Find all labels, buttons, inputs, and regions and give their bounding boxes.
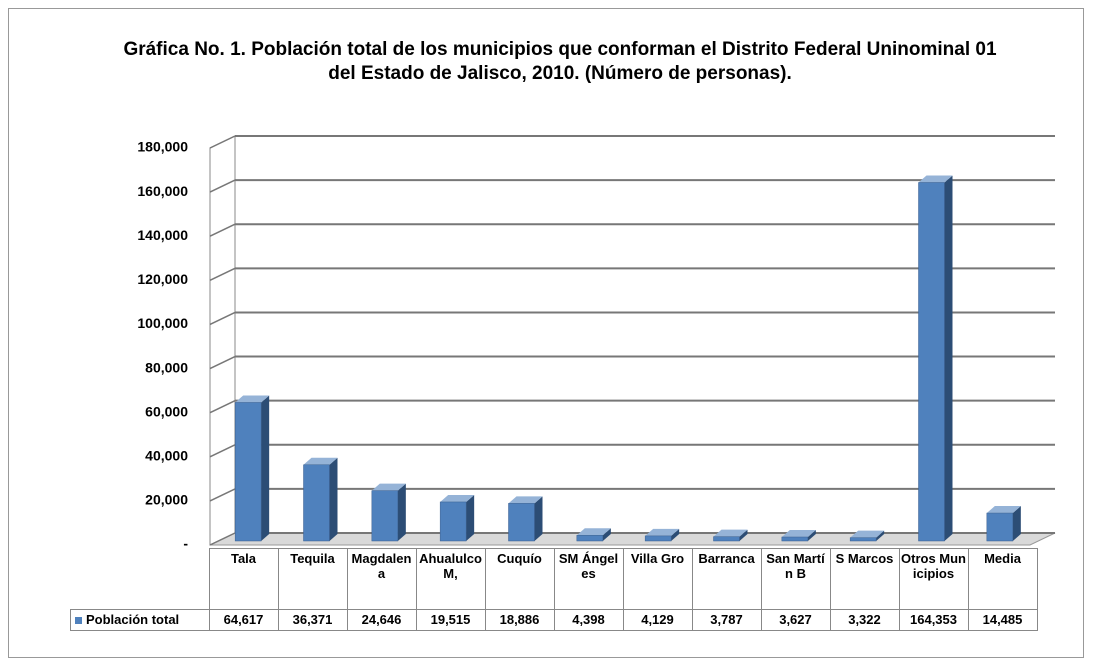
bar [986,512,1014,542]
x-tick-label: Ahualulco M, [415,548,486,610]
legend-label: Población total [86,612,180,627]
bar-side [261,395,270,541]
bar-side [671,528,680,541]
grid-line [209,179,236,193]
bar-side [944,175,953,542]
bar-top [645,528,680,536]
bar-top [713,529,748,537]
data-label: 24,646 [346,609,417,631]
bar-side [1012,506,1021,541]
x-tick-label: S Marcos [829,548,900,610]
y-tick-label: 20,000 [145,492,188,508]
category-row: Tala Tequila Magdalena Ahualulco M, Cuquío SM… [71,548,1038,610]
grid-line [209,532,236,546]
bar [303,464,330,542]
y-tick-label: 100,000 [137,315,188,331]
bar-side [876,530,885,541]
bar-side [466,494,475,541]
x-tick-label: Media [967,548,1038,610]
bar-side [602,528,611,541]
bar-side [534,496,543,541]
y-tick-label: 160,000 [137,183,188,199]
bar-side [739,529,748,541]
y-tick-label: 120,000 [137,271,188,287]
bar [918,182,945,542]
y-tick-label: - [183,536,188,552]
grid-line [209,311,236,326]
data-label: 4,129 [622,609,693,631]
data-label: 36,371 [277,609,348,631]
data-label: 64,617 [208,609,279,631]
legend-cell: Población total [70,609,210,631]
grid-line [209,223,236,237]
grid-line [209,135,236,149]
bar [713,536,740,542]
bar-side [807,530,816,541]
bar-top [440,494,475,502]
bar-top [371,483,406,491]
grid-line [209,267,236,282]
grid-line [209,444,236,458]
x-tick-label: Barranca [691,548,762,610]
bar-top [918,175,953,183]
y-tick-label: 40,000 [145,447,188,463]
bar [849,537,877,542]
bar-side [397,483,406,541]
x-tick-label: San Martín B [760,548,831,610]
bar [234,402,262,542]
data-label: 4,398 [553,609,624,631]
data-table: Tala Tequila Magdalena Ahualulco M, Cuquío SM… [70,548,1038,631]
bar-top [235,395,270,403]
data-label: 18,886 [484,609,555,631]
bar [644,535,672,542]
bar [439,501,467,542]
data-label: 19,515 [415,609,486,631]
grid-line [209,399,236,414]
data-label: 164,353 [898,609,969,631]
x-tick-label: Tala [208,548,279,610]
bar [576,535,604,542]
x-tick-label: Magdalena [346,548,417,610]
data-label: 3,322 [829,609,900,631]
y-tick-label: 60,000 [145,403,188,419]
y-tick-label: 140,000 [137,227,188,243]
bar-top [986,506,1021,514]
bar-top [850,530,885,538]
x-tick-label: Otros Municipios [898,548,969,610]
chart-title: Gráfica No. 1. Población total de los mu… [123,39,997,84]
data-label: 14,485 [967,609,1038,631]
bar-top [576,528,611,536]
bar-top [303,457,338,465]
x-tick-label: SM Ángeles [553,548,624,610]
bar [508,503,535,542]
bar-top [781,530,816,538]
y-tick-label: 180,000 [137,139,188,155]
grid-line [209,355,236,370]
x-tick-label: Cuquío [484,548,555,610]
bar [781,536,809,542]
side-wall [209,135,236,546]
corner [71,549,210,610]
bar-side [329,457,338,541]
x-tick-label: Villa Gro [622,548,693,610]
y-tick-label: 80,000 [145,359,188,375]
data-label: 3,627 [760,609,831,631]
bar [371,490,399,542]
data-label: 3,787 [691,609,762,631]
legend-key [75,617,82,625]
grid-line [209,488,236,502]
value-row: Población total 64,617 36,371 24,646 19,515 1… [70,609,1038,631]
bar-top [508,496,543,504]
x-tick-label: Tequila [277,548,348,610]
